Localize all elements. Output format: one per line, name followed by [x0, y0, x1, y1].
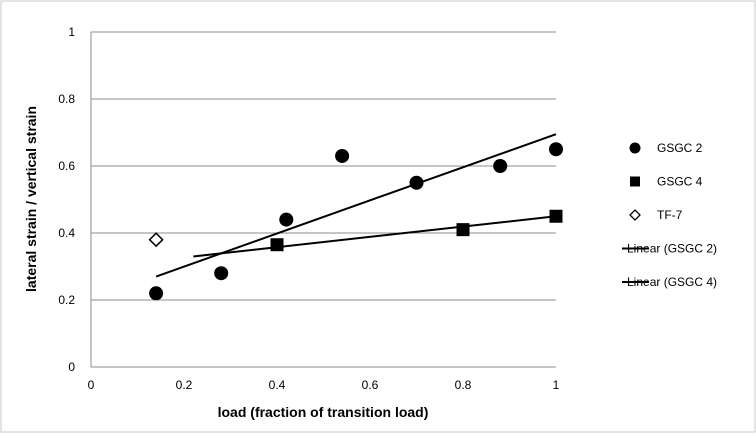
legend: GSGC 2 GSGC 4 TF-7 Linear (GSGC 2) Linear (G…: [622, 141, 717, 289]
y-tick-label-4: 0.8: [58, 92, 75, 106]
legend-label-1: GSGC 2: [657, 141, 703, 155]
x-tick-label-0: 0: [88, 378, 95, 392]
legend-label-2: GSGC 4: [657, 175, 703, 189]
x-axis-title: load (fraction of transition load): [218, 404, 429, 420]
legend-label-3: TF-7: [657, 208, 683, 222]
marker-series-1-point-7: [549, 142, 563, 157]
trendline-2: [193, 215, 557, 258]
trendlines: [155, 133, 557, 278]
legend-marker-1: [629, 142, 641, 154]
marker-series-3-point-1: [148, 232, 164, 248]
marker-series-1-point-5: [409, 175, 424, 190]
legend-label-trend-1: Linear (GSGC 2): [627, 242, 717, 256]
marker-series-1-point-1: [149, 286, 164, 301]
marker-series-2-point-1: [270, 238, 284, 252]
legend-marker-3: [629, 209, 641, 221]
tick-labels: 0 0.2 0.4 0.6 0.8 1 0 0.2 0.4 0.6 0.8 1: [58, 25, 559, 392]
y-tick-label-5: 1: [68, 25, 75, 39]
y-tick-label-1: 0.2: [58, 293, 75, 307]
y-tick-label-3: 0.6: [58, 159, 75, 173]
marker-series-1-point-6: [493, 159, 508, 173]
x-tick-label-3: 0.6: [362, 378, 379, 392]
x-tick-label-4: 0.8: [455, 378, 472, 392]
legend-marker-2: [630, 176, 640, 187]
x-tick-label-2: 0.4: [269, 378, 286, 392]
y-tick-label-2: 0.4: [58, 226, 75, 240]
marker-series-2-point-3: [549, 209, 563, 223]
data-markers: [148, 142, 563, 301]
x-tick-label-5: 1: [553, 378, 560, 392]
gridlines: [91, 31, 556, 301]
y-axis-title: lateral strain / vertical strain: [23, 106, 39, 292]
marker-series-1-point-4: [335, 148, 350, 163]
x-tick-label-1: 0.2: [176, 378, 193, 392]
axes: [90, 32, 556, 368]
marker-series-1-point-3: [279, 212, 294, 227]
marker-series-1-point-2: [214, 266, 229, 281]
y-tick-label-0: 0: [68, 360, 75, 374]
marker-series-2-point-2: [456, 223, 470, 237]
legend-label-trend-2: Linear (GSGC 4): [627, 275, 717, 289]
